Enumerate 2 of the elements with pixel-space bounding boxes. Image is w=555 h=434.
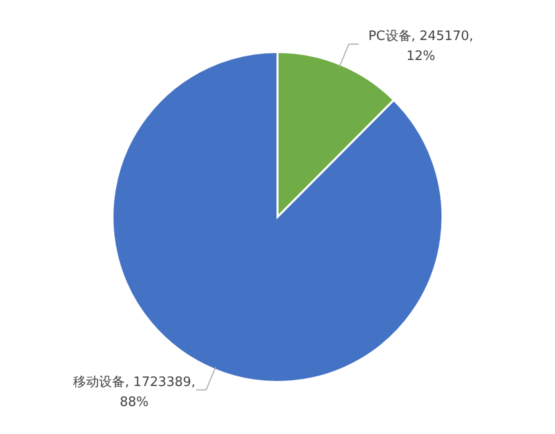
slice-label: PC设备, 245170, 12% xyxy=(368,29,474,64)
slice-label: 移动设备, 1723389, 88% xyxy=(73,374,196,410)
